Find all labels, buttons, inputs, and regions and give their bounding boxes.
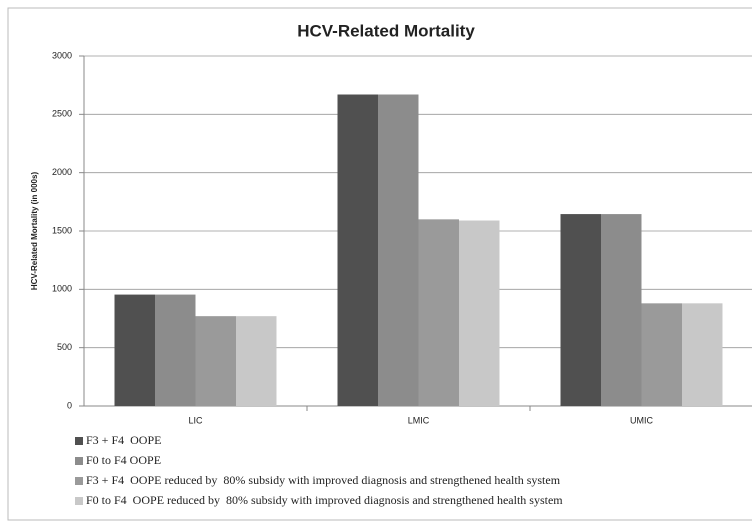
y-axis-label: HCV-Related Mortality (in 000s) bbox=[30, 172, 39, 291]
bar bbox=[195, 316, 236, 406]
bar bbox=[418, 219, 459, 406]
y-tick-label: 2500 bbox=[52, 109, 72, 119]
bar bbox=[155, 294, 196, 406]
legend-label: F3 + F4 OOPE bbox=[86, 433, 161, 447]
y-tick-label: 3000 bbox=[52, 50, 72, 60]
bar bbox=[682, 303, 723, 406]
bar bbox=[114, 294, 155, 406]
chart-title: HCV-Related Mortality bbox=[297, 21, 475, 40]
legend-label: F3 + F4 OOPE reduced by 80% subsidy with… bbox=[86, 473, 561, 487]
legend-swatch bbox=[75, 437, 83, 445]
bar bbox=[641, 303, 682, 406]
x-tick-label: LIC bbox=[188, 415, 203, 425]
y-tick-label: 2000 bbox=[52, 167, 72, 177]
y-tick-label: 1000 bbox=[52, 284, 72, 294]
bar bbox=[459, 220, 500, 406]
legend-label: F0 to F4 OOPE bbox=[86, 453, 161, 467]
bar bbox=[560, 214, 601, 406]
bar bbox=[378, 94, 419, 406]
legend-swatch bbox=[75, 497, 83, 505]
x-tick-label: UMIC bbox=[630, 415, 653, 425]
chart-frame bbox=[7, 7, 752, 521]
bar bbox=[236, 316, 277, 406]
bar bbox=[337, 94, 378, 406]
legend-swatch bbox=[75, 477, 83, 485]
y-tick-label: 500 bbox=[57, 342, 72, 352]
x-tick-label: LMIC bbox=[408, 415, 430, 425]
bar bbox=[601, 214, 642, 406]
y-tick-label: 0 bbox=[67, 400, 72, 410]
y-tick-label: 1500 bbox=[52, 225, 72, 235]
legend-label: F0 to F4 OOPE reduced by 80% subsidy wit… bbox=[86, 493, 563, 507]
legend-swatch bbox=[75, 457, 83, 465]
